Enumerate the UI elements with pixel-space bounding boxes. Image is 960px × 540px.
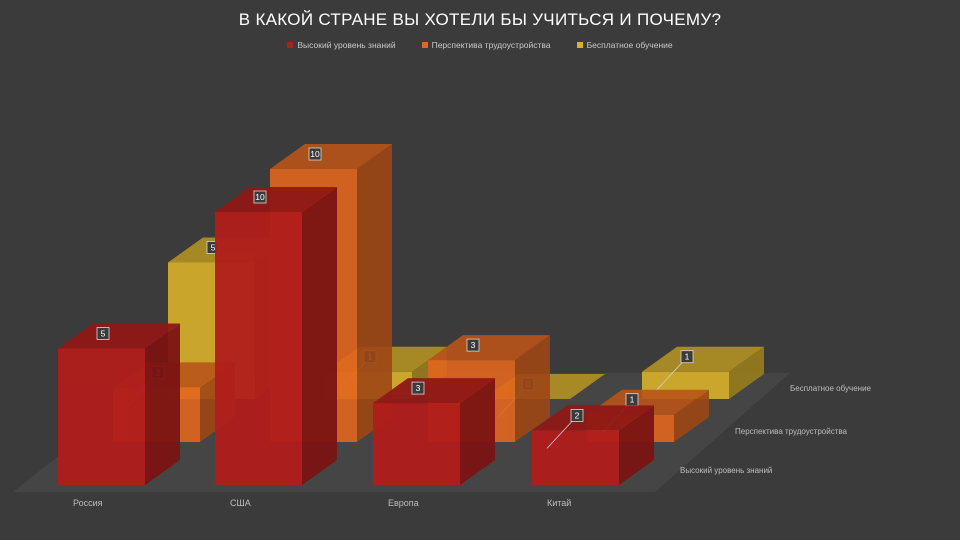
legend-swatch-employment [421, 42, 428, 48]
legend-item-free: Бесплатное обучение [576, 40, 673, 50]
bar [58, 323, 180, 485]
bar-side [302, 187, 337, 485]
bar-front [532, 430, 619, 485]
data-label-text: 3 [471, 340, 476, 350]
bar [642, 346, 764, 399]
legend-item-knowledge: Высокий уровень знаний [287, 40, 396, 50]
data-label-text: 1 [630, 395, 635, 405]
depth-label: Перспектива трудоустройства [735, 427, 848, 436]
legend-swatch-knowledge [287, 42, 294, 48]
category-label: Европа [388, 498, 419, 508]
bar-side [145, 323, 180, 485]
category-label: Китай [547, 498, 571, 508]
category-label: США [230, 498, 251, 508]
bar-side [460, 378, 495, 485]
bar-side [674, 389, 709, 442]
data-label: 10 [308, 147, 322, 161]
bar-top [642, 346, 764, 372]
data-label-text: 5 [211, 243, 216, 253]
legend-label-knowledge: Высокий уровень знаний [297, 40, 396, 50]
legend-label-employment: Перспектива трудоустройства [431, 40, 551, 50]
data-label-text: 1 [685, 352, 690, 362]
data-label-text: 10 [255, 192, 265, 202]
data-label: 3 [411, 381, 425, 395]
bar-front [215, 212, 302, 485]
chart-legend: Высокий уровень знаний Перспектива трудо… [0, 40, 960, 50]
bar [215, 187, 337, 485]
bar-side [515, 335, 550, 442]
bar-top [58, 323, 180, 349]
bar-side [729, 346, 764, 399]
data-label-text: 3 [416, 383, 421, 393]
data-label: 10 [253, 190, 267, 204]
legend-item-employment: Перспектива трудоустройства [421, 40, 551, 50]
depth-label: Бесплатное обучение [790, 384, 872, 393]
data-label: 5 [96, 327, 110, 340]
bar-front [373, 403, 460, 485]
data-label: 1 [625, 393, 639, 407]
bar-top [215, 187, 337, 212]
legend-swatch-free [576, 42, 583, 48]
page-title: В КАКОЙ СТРАНЕ ВЫ ХОТЕЛИ БЫ УЧИТЬСЯ И ПО… [238, 10, 722, 29]
bar [532, 405, 654, 485]
data-label-text: 2 [575, 410, 580, 420]
depth-label: Высокий уровень знаний [680, 466, 772, 475]
legend-label-free: Бесплатное обучение [586, 40, 673, 50]
bar-top [428, 335, 550, 361]
bar-top [373, 378, 495, 404]
bar-side [357, 144, 392, 442]
category-label: Россия [73, 498, 103, 508]
bar-side [619, 405, 654, 485]
bar-top [532, 405, 654, 431]
bar-front [58, 348, 145, 485]
leader-line [546, 421, 573, 449]
data-label-text: 10 [310, 149, 320, 159]
data-label: 3 [466, 338, 480, 352]
bar-top [270, 144, 392, 169]
data-label: 2 [570, 408, 584, 422]
leader-line [656, 362, 683, 390]
data-label-text: 5 [101, 329, 106, 339]
bar [373, 378, 495, 485]
data-label: 1 [680, 350, 694, 364]
